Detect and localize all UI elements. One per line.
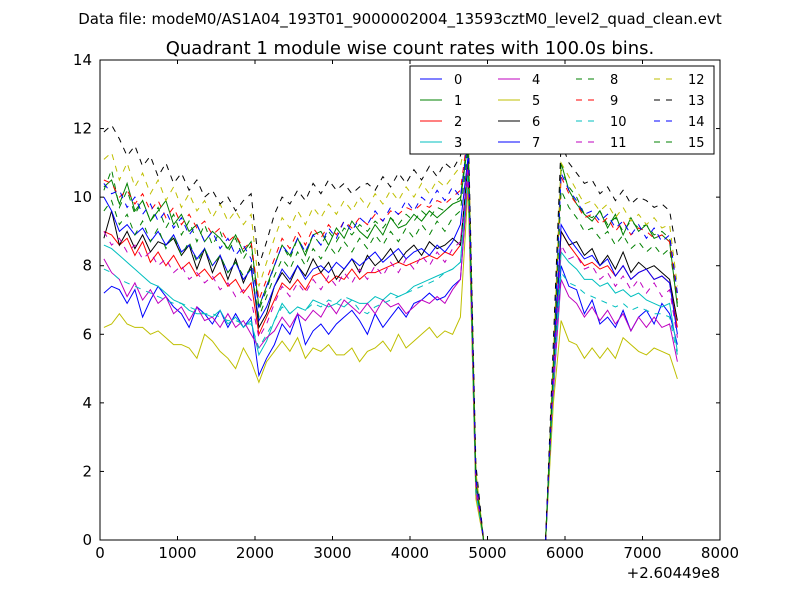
series-line-3 (103, 169, 678, 540)
series-line-15 (103, 149, 678, 540)
series-line-11 (103, 166, 678, 540)
y-tick-label: 8 (82, 257, 92, 275)
chart-title: Quadrant 1 module wise count rates with … (166, 38, 655, 59)
series-line-14 (103, 138, 678, 540)
ticks-layer: 0 1000 2000 3000 4000 5000 6000 7000 80000246810… (73, 51, 739, 562)
data-file-caption: Data file: modeM0/AS1A04_193T01_90000020… (78, 10, 722, 29)
y-tick-label: 4 (82, 394, 92, 412)
legend-label-9: 9 (610, 94, 618, 109)
x-tick-label: 4000 (391, 544, 429, 562)
series-line-6 (103, 166, 678, 540)
legend-box (409, 65, 715, 155)
series-line-7 (103, 155, 678, 540)
series-line-8 (103, 135, 678, 540)
series-line-12 (103, 128, 678, 540)
legend-label-13: 13 (688, 94, 705, 109)
legend-label-4: 4 (532, 73, 540, 88)
x-tick-label: 7000 (623, 544, 661, 562)
series-line-9 (103, 131, 678, 540)
legend-label-15: 15 (688, 136, 705, 151)
y-tick-label: 12 (73, 120, 92, 138)
legend-label-14: 14 (688, 115, 705, 130)
y-tick-label: 0 (82, 531, 92, 549)
x-tick-label: 6000 (546, 544, 584, 562)
x-tick-label: 0 (95, 544, 105, 562)
series-line-1 (103, 142, 678, 540)
y-tick-label: 6 (82, 325, 92, 343)
y-tick-label: 14 (73, 51, 92, 69)
x-tick-label: 8000 (701, 544, 739, 562)
x-tick-label: 1000 (158, 544, 196, 562)
legend-label-10: 10 (610, 115, 627, 130)
legend-label-8: 8 (610, 73, 618, 88)
y-tick-label: 2 (82, 462, 92, 480)
legend-label-2: 2 (454, 115, 462, 130)
x-offset-label: +2.60449e8 (627, 564, 720, 582)
series-line-10 (103, 173, 678, 540)
legend-label-1: 1 (454, 94, 462, 109)
series-line-13 (103, 121, 678, 540)
legend-label-6: 6 (532, 115, 540, 130)
series-line-0 (103, 179, 678, 540)
legend-label-5: 5 (532, 94, 540, 109)
legend-label-0: 0 (454, 73, 462, 88)
x-tick-label: 5000 (468, 544, 506, 562)
x-tick-label: 3000 (313, 544, 351, 562)
legend-label-3: 3 (454, 136, 462, 151)
legend-label-7: 7 (532, 136, 540, 151)
x-tick-label: 2000 (236, 544, 274, 562)
series-layer (103, 121, 678, 540)
series-line-5 (103, 186, 678, 540)
y-tick-label: 10 (73, 188, 92, 206)
series-line-4 (103, 176, 678, 540)
series-line-2 (103, 162, 678, 540)
legend-label-11: 11 (610, 136, 627, 151)
legend-label-12: 12 (688, 73, 705, 88)
